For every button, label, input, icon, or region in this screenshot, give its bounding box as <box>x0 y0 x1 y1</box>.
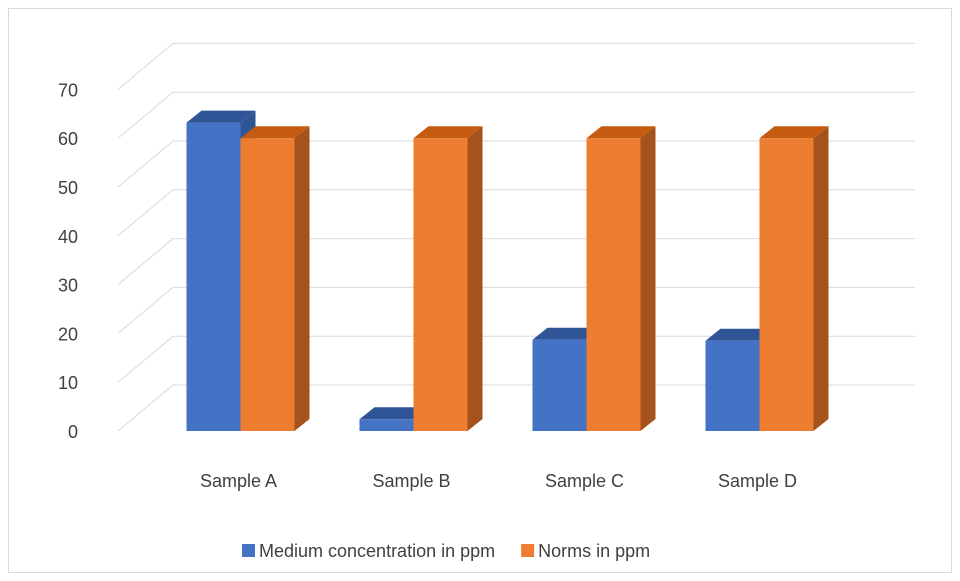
legend-label: Norms in ppm <box>538 541 650 561</box>
x-axis-ticks: Sample A Sample B Sample C Sample D <box>200 471 797 491</box>
bar <box>240 126 310 431</box>
y-tick-label: 0 <box>68 422 78 442</box>
y-tick-label: 70 <box>58 80 78 100</box>
gridline <box>117 189 915 237</box>
legend-item: Medium concentration in ppm <box>242 541 495 561</box>
gridline <box>117 384 915 432</box>
bar <box>586 126 656 431</box>
legend-swatch <box>242 544 255 557</box>
legend-swatch <box>521 544 535 557</box>
grid-layer <box>117 42 915 432</box>
gridline <box>117 238 915 285</box>
y-tick-label: 30 <box>58 276 78 296</box>
legend: Medium concentration in ppm Norms in ppm <box>242 541 650 561</box>
gridline <box>117 42 915 90</box>
x-tick-label: Sample B <box>372 471 450 491</box>
bar <box>759 126 829 431</box>
gridline <box>117 140 915 188</box>
legend-label: Medium concentration in ppm <box>259 541 495 561</box>
y-tick-label: 20 <box>58 324 78 344</box>
y-axis-ticks: 0 10 20 30 40 50 60 70 <box>58 80 78 442</box>
bars-layer <box>186 110 829 432</box>
y-tick-label: 10 <box>58 373 78 393</box>
bar <box>413 126 483 431</box>
gridline <box>117 286 915 334</box>
gridline <box>117 335 915 383</box>
gridline <box>117 91 915 139</box>
y-tick-label: 40 <box>58 227 78 247</box>
x-tick-label: Sample A <box>200 471 277 491</box>
x-tick-label: Sample D <box>718 471 797 491</box>
x-tick-label: Sample C <box>545 471 624 491</box>
y-tick-label: 60 <box>58 129 78 149</box>
y-tick-label: 50 <box>58 178 78 198</box>
legend-item: Norms in ppm <box>521 541 650 561</box>
